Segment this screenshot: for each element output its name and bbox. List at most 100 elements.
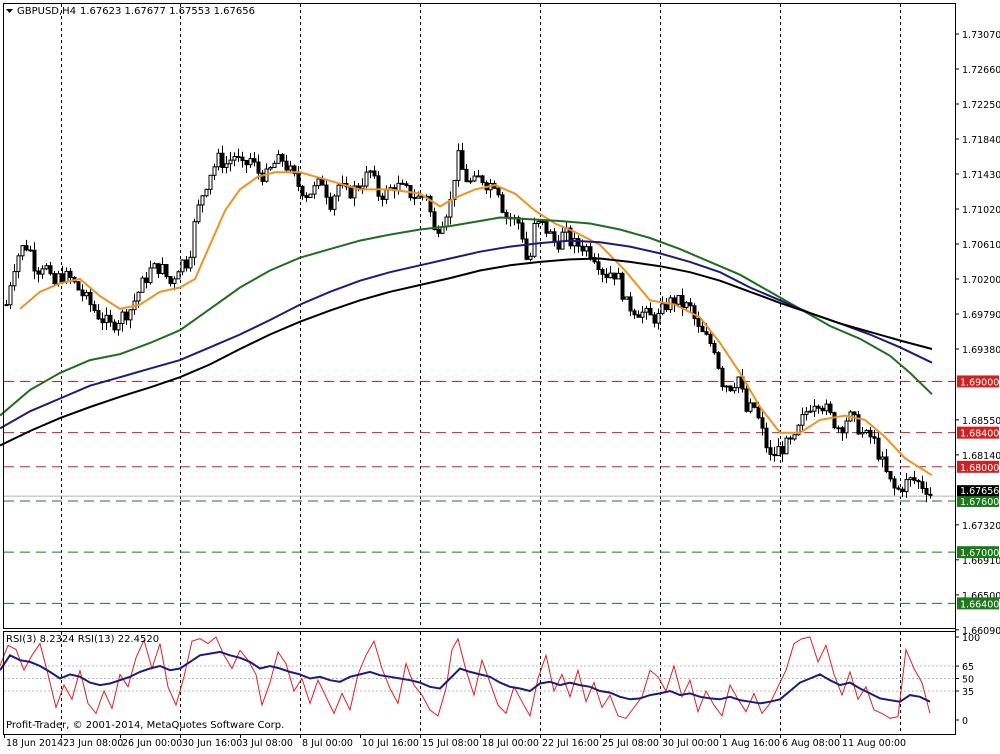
candle-body <box>48 265 53 275</box>
candle-body <box>672 297 677 305</box>
candle-body <box>800 414 805 426</box>
rsi-tick-label: 65 <box>962 662 974 673</box>
candle-body <box>160 264 165 274</box>
candle-body <box>552 231 557 243</box>
candle-body <box>900 488 905 493</box>
candle-body <box>780 446 785 455</box>
candle-body <box>400 182 405 185</box>
candle-body <box>544 221 549 234</box>
price-level-tag <box>957 375 999 388</box>
rsi-tick-label: 100 <box>962 633 980 644</box>
copyright-text: Profit-Trader, © 2001-2014, MetaQuotes S… <box>6 720 284 731</box>
candle-body <box>8 285 13 306</box>
price-level-label: 1.69000 <box>960 377 999 388</box>
candle-body <box>788 437 793 440</box>
candle-body <box>4 304 9 307</box>
candle-body <box>876 437 881 460</box>
candle-body <box>104 314 109 324</box>
candle-body <box>188 256 193 269</box>
price-level-tag <box>957 426 999 439</box>
price-tick-label: 1.68550 <box>962 416 1000 427</box>
price-tick-label: 1.66910 <box>962 556 1000 567</box>
candle-body <box>632 310 637 316</box>
candle-body <box>232 156 237 161</box>
candle-body <box>460 150 465 170</box>
candle-body <box>16 255 21 273</box>
candle-body <box>312 185 317 195</box>
candle-body <box>252 158 257 163</box>
candle-body <box>612 272 617 280</box>
candle-body <box>836 427 841 430</box>
price-tick-label: 1.70610 <box>962 240 1000 251</box>
rsi-header: RSI(3) 8.2324 RSI(13) 22.4520 <box>6 634 159 645</box>
candle-body <box>452 179 457 201</box>
candle-body <box>572 238 577 247</box>
candle-body <box>524 238 529 260</box>
rsi-panel-plot <box>0 636 955 719</box>
candle-body <box>472 175 477 182</box>
candle-body <box>792 434 797 440</box>
collapse-triangle-icon[interactable] <box>6 9 13 13</box>
candle-body <box>228 159 233 165</box>
time-tick-label: 10 Jul 16:00 <box>362 738 419 749</box>
time-tick-label: 23 Jun 08:00 <box>63 738 123 749</box>
candle-body <box>880 456 885 460</box>
candle-body <box>368 170 373 173</box>
candle-body <box>336 184 341 197</box>
price-level-label: 1.68000 <box>960 463 999 474</box>
price-axis: 1.73070 1.72660 1.72250 1.71840 1.71430 1.710… <box>955 30 1000 637</box>
candle-body <box>208 174 213 190</box>
candle-body <box>24 245 29 251</box>
candle-body <box>272 162 277 168</box>
candle-body <box>580 245 585 252</box>
candle-body <box>176 271 181 280</box>
candle-body <box>332 195 337 210</box>
moving-average-line <box>0 216 933 417</box>
candle-body <box>84 291 89 297</box>
candle-body <box>348 186 353 199</box>
candle-body <box>120 311 125 324</box>
candle-body <box>136 291 141 302</box>
candle-body <box>464 168 469 183</box>
candle-body <box>276 154 281 164</box>
time-tick-label: 18 Jun 2014 <box>6 738 63 749</box>
candle-body <box>164 264 169 278</box>
candle-body <box>548 231 553 234</box>
current-price-tag <box>957 485 999 497</box>
time-tick-label: 15 Jul 08:00 <box>422 738 479 749</box>
candle-body <box>300 185 305 197</box>
candle-body <box>36 270 41 275</box>
candle-body <box>480 175 485 184</box>
price-tick-label: 1.69380 <box>962 345 1000 356</box>
candle-body <box>216 152 221 168</box>
candle-body <box>112 321 117 331</box>
candle-body <box>144 277 149 284</box>
candle-body <box>764 427 769 449</box>
ohlc-values: 1.67623 1.67677 1.67553 1.67656 <box>80 6 255 17</box>
price-tick-label: 1.71840 <box>962 135 1000 146</box>
candle-body <box>712 342 717 354</box>
price-level-tag <box>957 546 999 559</box>
candle-body <box>12 271 17 287</box>
candle-body <box>96 309 101 320</box>
candle-body <box>100 318 105 324</box>
candle-body <box>676 295 681 305</box>
time-tick-label: 6 Aug 08:00 <box>782 738 840 749</box>
candle-body <box>704 331 709 335</box>
candle-body <box>840 427 845 434</box>
candle-body <box>152 263 157 269</box>
price-tick-label: 1.72660 <box>962 65 1000 76</box>
candle-body <box>184 259 189 269</box>
candle-body <box>808 410 813 413</box>
candle-body <box>476 175 481 178</box>
candle-body <box>288 165 293 171</box>
candle-body <box>864 429 869 434</box>
candle-body <box>796 424 801 436</box>
candle-body <box>76 281 81 291</box>
candle-body <box>772 453 777 457</box>
candle-body <box>220 152 225 168</box>
candle-body <box>924 487 929 495</box>
price-level-label: 1.66400 <box>960 599 999 610</box>
